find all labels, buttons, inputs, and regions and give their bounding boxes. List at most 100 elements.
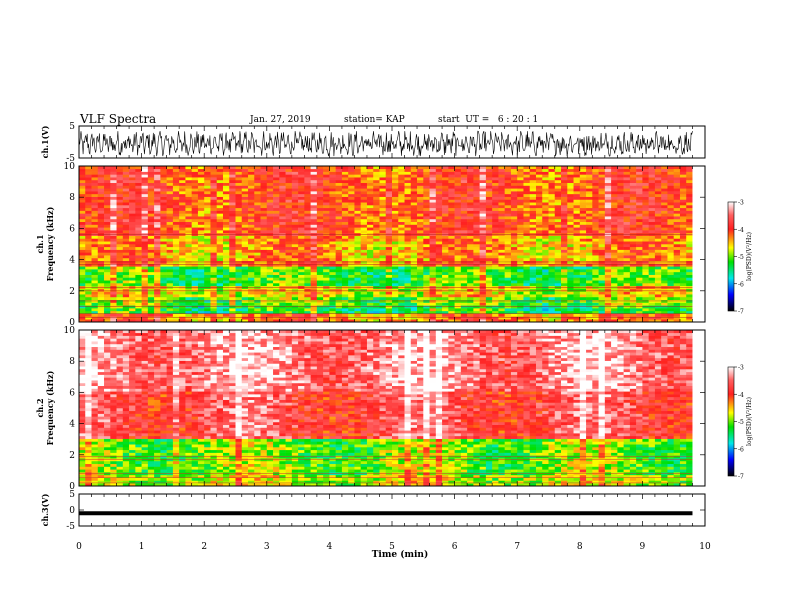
spectrogram-cell — [392, 291, 399, 295]
spectrogram-cell — [492, 210, 499, 214]
spectrogram-cell — [254, 166, 261, 170]
spectrogram-cell — [366, 313, 374, 317]
spectrogram-cell — [254, 288, 261, 292]
spectrogram-cell — [179, 285, 186, 289]
spectrogram-cell — [254, 280, 261, 284]
spectrogram-cell — [417, 288, 424, 292]
spectrogram-cell — [129, 299, 136, 303]
spectrogram-cell — [248, 196, 255, 200]
spectrogram-cell — [304, 316, 311, 320]
spectrogram-cell — [629, 310, 637, 314]
spectrogram-cell — [197, 177, 205, 181]
spectrogram-cell — [329, 227, 336, 231]
spectrogram-cell — [529, 263, 537, 267]
spectrogram-cell — [379, 291, 387, 295]
spectrogram-cell — [285, 260, 293, 264]
spectrogram-cell — [604, 266, 612, 270]
spectrogram-cell — [398, 216, 405, 220]
spectrogram-cell — [172, 188, 180, 192]
spectrogram-cell — [535, 319, 543, 323]
spectrogram-cell — [91, 313, 99, 317]
spectrogram-cell — [129, 227, 136, 231]
spectrogram-cell — [542, 305, 549, 309]
spectrogram-cell — [335, 241, 343, 245]
spectrogram-cell — [147, 235, 155, 239]
spectrogram-cell — [467, 313, 474, 317]
spectrogram-cell — [485, 246, 493, 250]
spectrogram-cell — [604, 193, 612, 197]
spectrogram-cell — [273, 257, 280, 262]
spectrogram-cell — [460, 313, 468, 317]
spectrogram-cell — [454, 277, 462, 281]
spectrogram-cell — [185, 246, 192, 250]
spectrogram-cell — [385, 285, 393, 289]
spectrogram-cell — [204, 179, 211, 184]
spectrogram-cell — [341, 227, 349, 231]
spectrogram-cell — [398, 241, 405, 245]
spectrogram-cell — [404, 205, 412, 209]
spectrogram-cell — [492, 271, 499, 275]
spectrogram-cell — [629, 280, 637, 284]
spectrogram-cell — [592, 310, 599, 314]
spectrogram-cell — [323, 255, 330, 259]
spectrogram-cell — [185, 319, 192, 323]
spectrogram-cell — [285, 177, 293, 181]
spectrogram-cell — [404, 202, 412, 206]
spectrogram-cell — [122, 299, 130, 303]
spectrogram-cell — [366, 230, 374, 234]
spectrogram-cell — [417, 202, 424, 206]
spectrogram-cell — [479, 196, 487, 200]
spectrogram-cell — [79, 252, 86, 256]
spectrogram-cell — [460, 310, 468, 314]
spectrogram-cell — [467, 274, 474, 278]
spectrogram-cell — [279, 305, 286, 309]
spectrogram-cell — [79, 294, 86, 298]
spectrogram-cell — [210, 185, 218, 189]
spectrogram-cell — [510, 257, 518, 262]
spectrogram-cell — [604, 199, 612, 203]
spectrogram-cell — [460, 221, 468, 225]
spectrogram-cell — [410, 177, 418, 181]
spectrogram-cell — [260, 174, 268, 178]
spectrogram-cell — [310, 174, 318, 178]
spectrogram-cell — [216, 191, 224, 195]
spectrogram-cell — [266, 185, 274, 189]
spectrogram-cell — [473, 202, 480, 206]
spectrogram-cell — [110, 196, 117, 200]
spectrogram-cell — [241, 205, 249, 209]
spectrogram-cell — [423, 288, 430, 292]
spectrogram-cell — [91, 280, 99, 284]
spectrogram-cell — [410, 166, 418, 170]
spectrogram-cell — [498, 196, 505, 200]
spectrogram-cell — [279, 257, 286, 262]
spectrogram-cell — [379, 283, 387, 287]
spectrogram-cell — [567, 274, 574, 278]
spectrogram-cell — [316, 277, 324, 281]
spectrogram-cell — [554, 291, 562, 295]
spectrogram-cell — [216, 199, 224, 203]
spectrogram-cell — [592, 260, 599, 264]
spectrogram-cell — [85, 271, 92, 275]
spectrogram-cell — [79, 263, 86, 267]
spectrogram-cell — [460, 271, 468, 275]
spectrogram-cell — [316, 224, 324, 228]
spectrogram-cell — [598, 193, 606, 197]
spectrogram-cell — [229, 202, 236, 206]
spectrogram-cell — [366, 207, 374, 211]
spectrogram-cell — [91, 213, 99, 217]
spectrogram-cell — [185, 218, 192, 223]
spectrogram-cell — [467, 294, 474, 298]
spectrogram-cell — [398, 224, 405, 228]
spectrogram-cell — [260, 230, 268, 234]
spectrogram-cell — [404, 308, 412, 312]
spectrogram-cell — [448, 185, 455, 189]
spectrogram-cell — [141, 179, 149, 184]
spectrogram-cell — [598, 202, 606, 206]
spectrogram-cell — [529, 269, 537, 273]
spectrogram-cell — [623, 260, 631, 264]
spectrogram-cell — [273, 166, 280, 170]
spectrogram-cell — [611, 191, 618, 195]
spectrogram-cell — [517, 216, 524, 220]
spectrogram-cell — [329, 308, 336, 312]
spectrogram-cell — [110, 168, 117, 172]
